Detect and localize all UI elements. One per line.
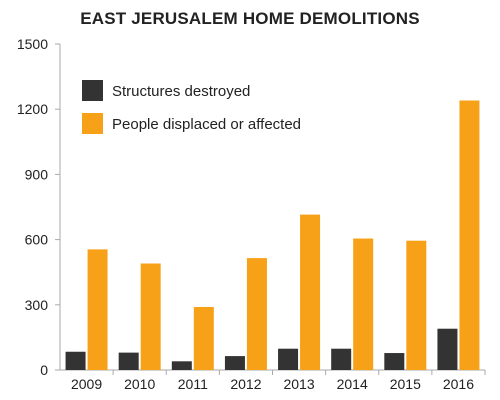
x-tick-label: 2010 [124, 376, 155, 392]
y-axis-ticks: 0 300 600 900 1200 1500 [17, 36, 60, 378]
bar-structures-destroyed [437, 328, 458, 370]
bar-people-displaced [459, 100, 480, 371]
legend-label-structures: Structures destroyed [112, 83, 250, 100]
bar-structures-destroyed [278, 348, 299, 370]
bar-structures-destroyed [171, 361, 192, 370]
bar-people-displaced [406, 240, 427, 370]
x-tick-label: 2016 [443, 376, 474, 392]
bar-structures-destroyed [331, 348, 352, 370]
x-axis-ticks: 2009 2010 2011 2012 2013 2014 2015 2016 [71, 370, 486, 392]
bar-people-displaced [193, 306, 214, 370]
bar-people-displaced [87, 249, 108, 370]
bar-structures-destroyed [224, 356, 245, 370]
bar-people-displaced [300, 214, 321, 370]
bar-people-displaced [246, 258, 267, 370]
x-tick-label: 2013 [283, 376, 314, 392]
bar-structures-destroyed [384, 353, 405, 370]
x-tick-label: 2012 [230, 376, 261, 392]
legend-swatch-people [82, 113, 103, 134]
x-tick-label: 2011 [178, 376, 208, 392]
x-tick-label: 2015 [390, 376, 421, 392]
legend-swatch-structures [82, 80, 103, 101]
bar-people-displaced [353, 238, 374, 370]
y-tick-label: 1500 [17, 36, 48, 52]
y-tick-label: 300 [25, 297, 49, 313]
y-tick-label: 900 [25, 166, 49, 182]
y-tick-label: 600 [25, 232, 49, 248]
chart-legend: Structures destroyed People displaced or … [82, 80, 301, 134]
y-tick-label: 0 [40, 362, 48, 378]
legend-label-people: People displaced or affected [112, 116, 301, 133]
bar-people-displaced [140, 263, 161, 370]
bar-structures-destroyed [118, 352, 139, 370]
chart-bars [65, 100, 480, 371]
chart-title: EAST JERUSALEM HOME DEMOLITIONS [80, 9, 420, 28]
y-tick-label: 1200 [17, 101, 48, 117]
bar-structures-destroyed [65, 351, 86, 370]
x-tick-label: 2014 [337, 376, 368, 392]
x-tick-label: 2009 [71, 376, 102, 392]
